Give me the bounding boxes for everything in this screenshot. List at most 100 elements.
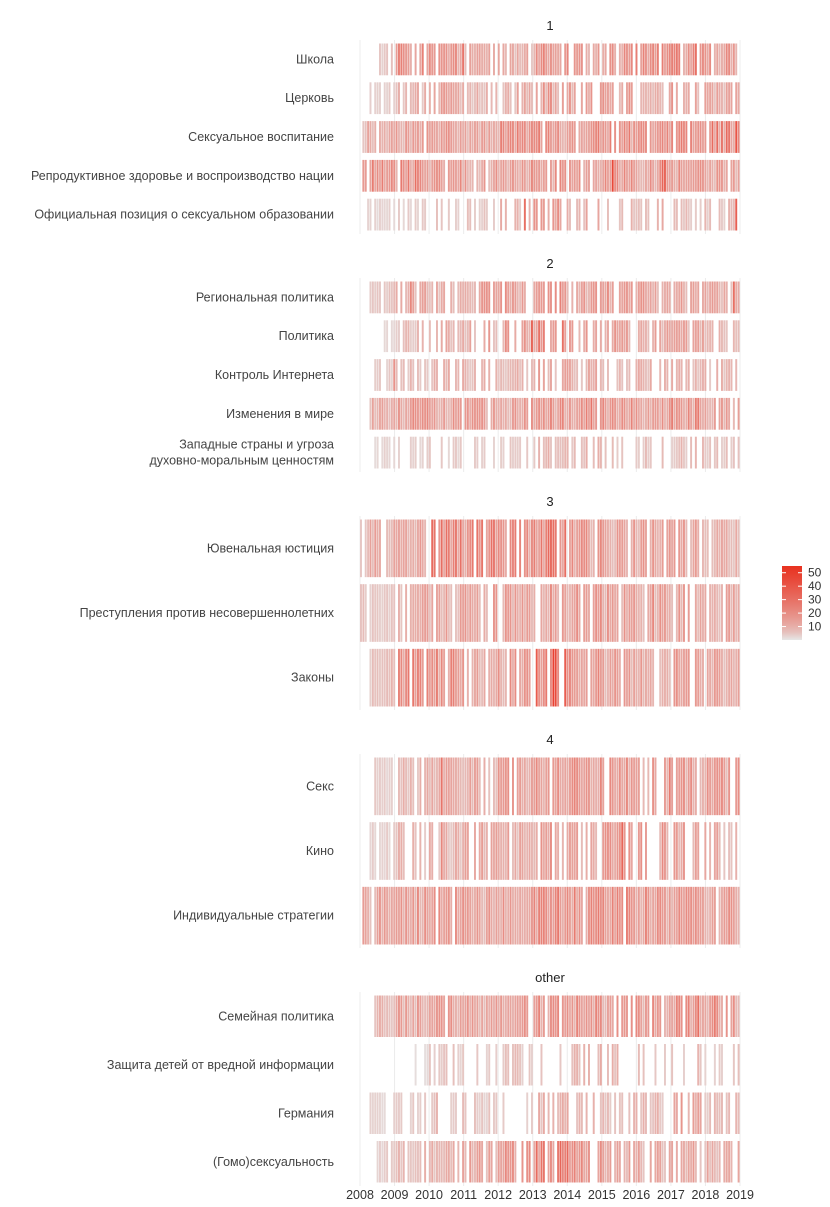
heatmap-tile [455,121,457,153]
heatmap-tile [402,995,405,1037]
heatmap-tile [417,397,419,430]
heatmap-tile [481,995,484,1037]
heatmap-tile [633,159,636,192]
heatmap-tile [725,121,728,153]
heatmap-tile [528,159,531,192]
heatmap-tile [379,757,381,816]
heatmap-tile [725,43,728,76]
heatmap-tile [542,82,545,115]
heatmap-tile [414,397,417,430]
heatmap-tile [500,281,503,314]
heatmap-tile [597,757,600,816]
heatmap-tile [609,648,612,707]
heatmap-tile [578,995,581,1037]
heatmap-tile [412,648,415,707]
heatmap-tile [637,121,640,153]
heatmap-tile [457,198,460,231]
heatmap-tile [419,757,422,816]
heatmap-tile [692,43,695,76]
heatmap-tile [654,1092,657,1134]
heatmap-tile [561,397,564,430]
heatmap-tile [414,198,417,231]
heatmap-tile [671,1141,674,1183]
heatmap-tile [664,1141,666,1183]
heatmap-tile [557,822,560,880]
heatmap-tile [666,886,669,945]
heatmap-tile [512,648,514,707]
heatmap-tile [630,281,633,314]
heatmap-tile [728,359,731,391]
heatmap-tile [694,648,697,707]
heatmap-tile [452,995,455,1037]
heatmap-tile [711,397,714,430]
heatmap-tile [614,757,617,816]
heatmap-tile [716,436,719,469]
heatmap-tile [687,1092,690,1134]
heatmap-tile [718,43,721,76]
heatmap-tile [431,995,434,1037]
heatmap-tile [457,1044,460,1086]
heatmap-tile [514,1141,517,1183]
heatmap-tile [379,584,381,642]
heatmap-tile [680,436,683,469]
heatmap-tile [699,1092,702,1134]
heatmap-tile [585,281,588,314]
heatmap-tile [542,648,545,707]
heatmap-tile [557,43,560,76]
heatmap-tile [469,320,472,353]
heatmap-tile [381,198,384,231]
heatmap-tile [440,43,443,76]
heatmap-tile [630,121,633,153]
heatmap-tile [664,397,666,430]
heatmap-tile [709,1092,712,1134]
heatmap-tile [516,281,519,314]
heatmap-tile [490,886,493,945]
heatmap-tile [642,436,645,469]
heatmap-tile [623,995,626,1037]
heatmap-tile [621,886,624,945]
heatmap-tile [438,1141,441,1183]
heatmap-tile [509,43,512,76]
heatmap-tile [709,82,712,115]
heatmap-tile [488,1044,491,1086]
heatmap-tile [597,584,600,642]
heatmap-tile [602,359,605,391]
heatmap-tile [680,159,683,192]
heatmap-tile [592,436,595,469]
heatmap-tile [538,519,541,578]
heatmap-tile [455,822,457,880]
heatmap-tile [550,584,552,642]
heatmap-tile [412,822,415,880]
heatmap-tile [519,397,522,430]
heatmap-tile [680,198,683,231]
heatmap-tile [585,648,588,707]
heatmap-tile [550,159,552,192]
heatmap-tile [514,519,517,578]
heatmap-tile [481,1092,484,1134]
heatmap-tile [485,82,488,115]
heatmap-tile [702,359,704,391]
heatmap-tile [609,82,612,115]
heatmap-tile [393,198,396,231]
heatmap-tile [500,822,503,880]
heatmap-tile [614,43,617,76]
heatmap-tile [538,757,541,816]
heatmap-tile [374,198,377,231]
heatmap-tile [630,648,633,707]
heatmap-tile [440,1044,443,1086]
heatmap-tile [692,397,695,430]
heatmap-tile [654,1044,657,1086]
heatmap-tile [431,1092,434,1134]
heatmap-tile [626,584,628,642]
heatmap-tile [528,757,531,816]
heatmap-tile [685,159,688,192]
heatmap-tile [732,648,735,707]
heatmap-tile [730,82,733,115]
heatmap-tile [728,82,731,115]
heatmap-tile [616,436,619,469]
heatmap-tile [659,584,662,642]
heatmap-tile [566,43,569,76]
heatmap-tile [578,43,581,76]
heatmap-tile [462,320,465,353]
heatmap-tile [531,121,533,153]
